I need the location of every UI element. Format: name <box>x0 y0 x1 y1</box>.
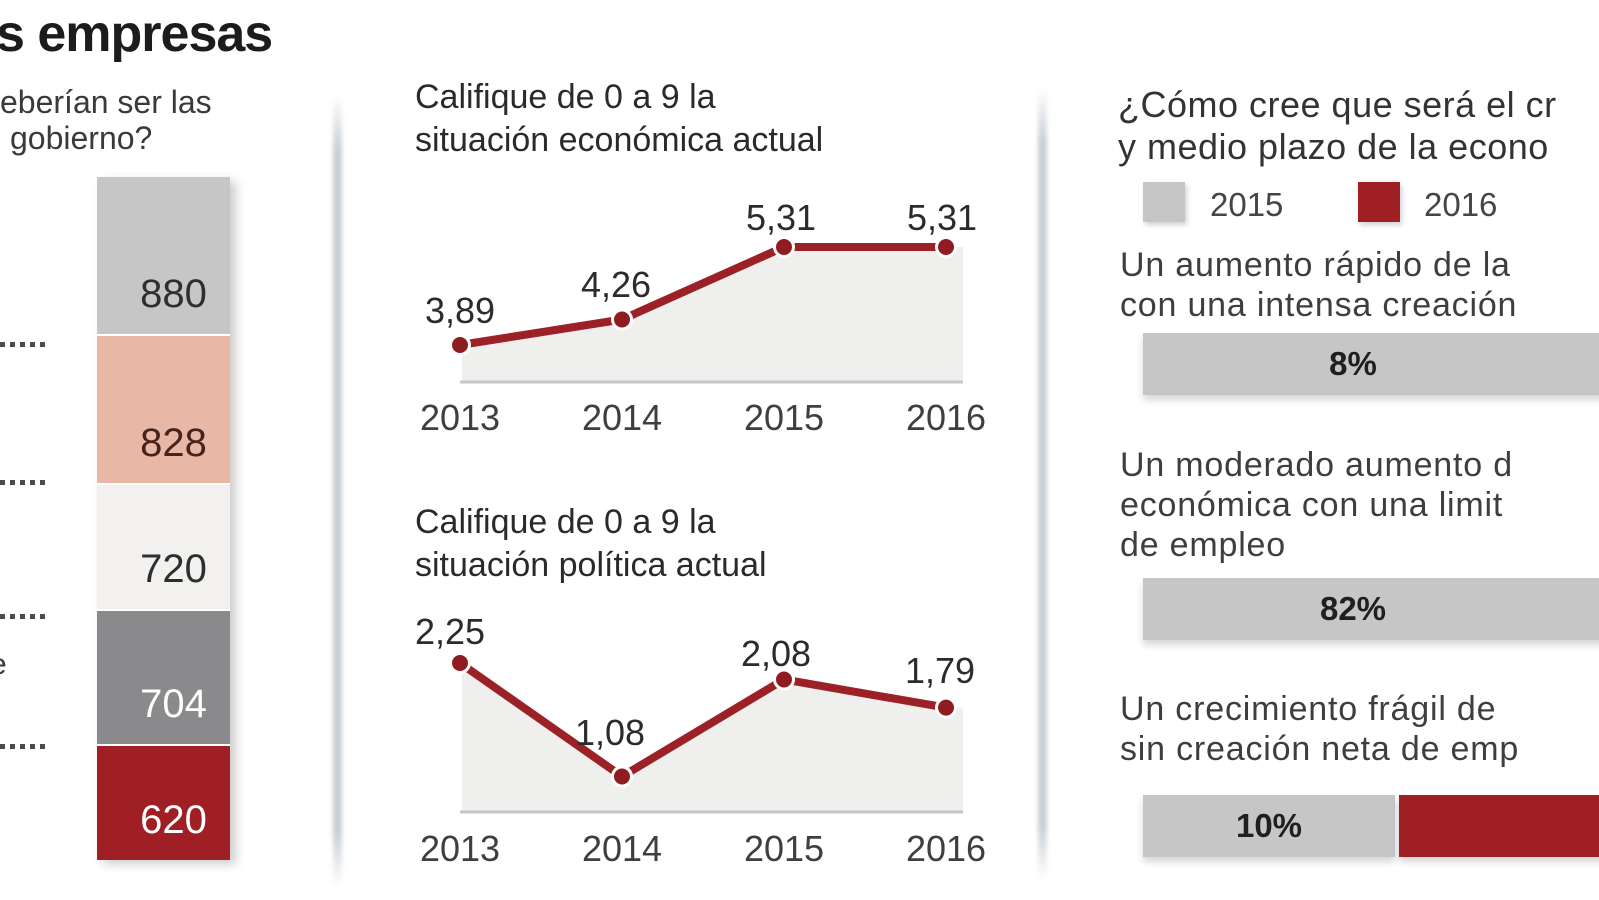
economic_situation-point-label: 3,89 <box>424 290 496 331</box>
option-text-line: Un moderado aumento d <box>1120 446 1513 484</box>
political_situation-point-label: 2,25 <box>414 611 486 652</box>
page-title: s empresas <box>0 5 273 63</box>
option-text-line: económica con una limit <box>1120 486 1504 524</box>
economic_situation-axis-label: 2014 <box>581 397 663 438</box>
economic-chart-title-line1: Califique de 0 a 9 la <box>415 78 716 116</box>
political_situation-dot <box>773 668 795 691</box>
stacked-bar-segment: 880 <box>97 177 230 334</box>
economic_situation-axis-label: 2013 <box>419 397 501 438</box>
economic_situation-axis-label: 2016 <box>905 397 987 438</box>
economic_situation-area <box>462 247 963 382</box>
economic_situation-axis-label: 2015 <box>743 397 825 438</box>
political_situation-dot <box>935 696 957 719</box>
economic-line-chart <box>449 236 963 384</box>
economic_situation-dot <box>449 334 471 356</box>
political_situation-axis-label: 2014 <box>581 828 663 869</box>
political_situation-axis-label: 2013 <box>419 828 501 869</box>
stacked-bar-value-label: 620 <box>140 798 207 842</box>
cutoff-label-fragment: e <box>0 648 7 682</box>
political_situation-line <box>456 659 950 782</box>
political_situation-dot <box>611 765 633 788</box>
stacked-bar-segment: 720 <box>97 485 230 609</box>
stacked-bar-value-label: 720 <box>140 547 207 591</box>
left-question-line1: eberían ser las <box>0 84 212 120</box>
option-bar-2015 <box>1143 795 1395 857</box>
stacked-bar-value-label: 704 <box>140 682 207 726</box>
economic_situation-point-label: 5,31 <box>906 197 978 239</box>
option-bar-2015 <box>1143 333 1599 395</box>
leader-line <box>0 744 50 749</box>
option-text-line: con una intensa creación <box>1120 286 1518 324</box>
economic_situation-dot <box>773 236 795 259</box>
legend-swatch-2016 <box>1358 182 1400 222</box>
option-bar-2016 <box>1399 795 1599 857</box>
political-line-chart <box>449 652 963 814</box>
economic_situation-line <box>456 243 950 349</box>
option-text-line: de empleo <box>1120 526 1286 564</box>
political_situation-point-label: 1,08 <box>574 712 646 754</box>
economic_situation-point-label: 4,26 <box>580 264 652 306</box>
political_situation-point-label: 2,08 <box>740 633 812 675</box>
political_situation-area <box>462 663 963 812</box>
stacked-bar-segment: 704 <box>97 611 230 744</box>
stacked-bar-segment: 620 <box>97 746 230 860</box>
economic-chart-title-line2: situación económica actual <box>415 121 824 159</box>
right-question-line2: y medio plazo de la econo <box>1118 126 1549 167</box>
economic_situation-dot <box>935 236 957 259</box>
political_situation-axis-label: 2015 <box>743 828 825 869</box>
legend-swatch-2015 <box>1143 182 1185 222</box>
divider-left <box>333 95 342 887</box>
legend-label-2016: 2016 <box>1424 186 1498 223</box>
option-percent-label: 10% <box>1235 807 1303 844</box>
political-chart-title-line2: situación política actual <box>415 546 767 584</box>
option-percent-label: 82% <box>1319 590 1387 627</box>
leader-line <box>0 480 50 485</box>
political_situation-dot <box>449 652 471 674</box>
option-percent-label: 8% <box>1329 345 1377 382</box>
political_situation-axis-label: 2016 <box>905 828 987 869</box>
leader-line <box>0 342 50 347</box>
stacked-bar-segment: 828 <box>97 336 230 483</box>
option-text-line: sin creación neta de emp <box>1120 730 1520 768</box>
stacked-bar-value-label: 880 <box>140 272 207 316</box>
divider-right <box>1038 88 1047 880</box>
economic_situation-dot <box>611 308 633 331</box>
leader-line <box>0 614 50 619</box>
left-question-line2: gobierno? <box>10 120 153 156</box>
economic_situation-point-label: 5,31 <box>745 197 817 239</box>
stacked-bar-value-label: 828 <box>140 421 207 465</box>
legend-label-2015: 2015 <box>1210 186 1284 223</box>
option-text-line: Un aumento rápido de la <box>1120 246 1511 284</box>
option-bar-2015 <box>1143 578 1599 640</box>
right-question-line1: ¿Cómo cree que será el cr <box>1118 84 1557 125</box>
political_situation-point-label: 1,79 <box>904 649 976 691</box>
option-text-line: Un crecimiento frágil de <box>1120 690 1497 728</box>
political-chart-title-line1: Califique de 0 a 9 la <box>415 503 716 541</box>
